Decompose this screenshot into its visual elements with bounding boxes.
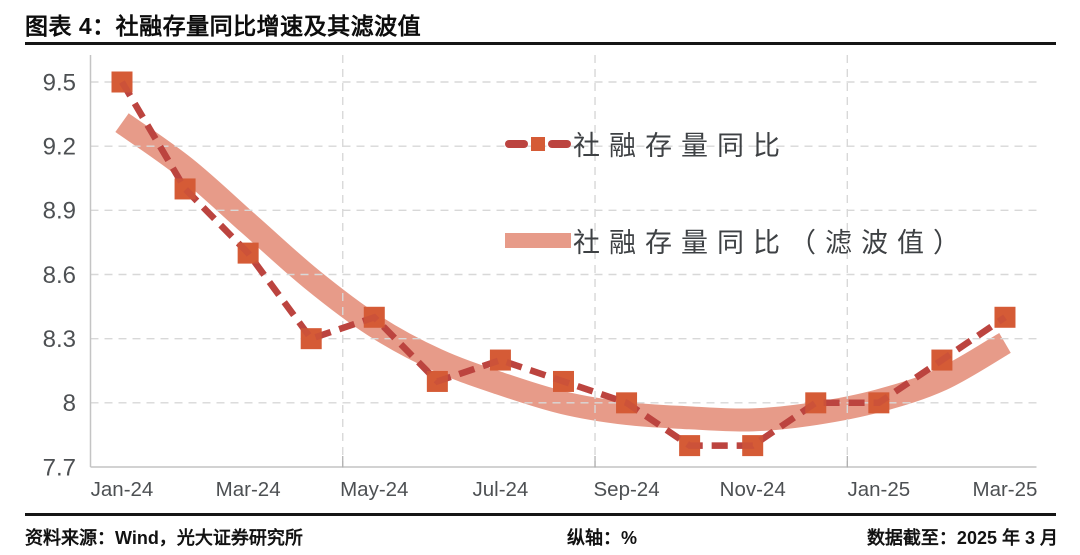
title-divider [25,42,1056,45]
data-point-marker [237,242,259,264]
legend-label-series: 社融存量同比 [573,131,789,161]
x-tick-label: Jul-24 [472,478,528,501]
data-point-marker [616,392,638,414]
data-point-marker [679,435,701,457]
data-point-marker [931,349,953,371]
y-tick-label: 8 [63,390,76,417]
legend-item-series: 社融存量同比 [505,124,789,163]
data-point-marker [300,328,322,350]
y-tick-label: 9.5 [43,69,76,96]
data-point-marker [174,178,196,200]
data-point-marker [111,71,133,93]
square-marker-icon [531,136,545,151]
figure-title: 图表 4：社融存量同比增速及其滤波值 [25,13,422,39]
data-point-marker [489,349,511,371]
y-tick-label: 9.2 [43,134,76,161]
data-point-marker [994,306,1016,328]
x-tick-label: May-24 [340,478,408,501]
dash-icon [505,139,528,148]
data-point-marker [805,392,827,414]
figure-footer: 资料来源：Wind，光大证券研究所 纵轴：% 数据截至：2025 年 3 月 [0,524,1080,550]
x-tick-label: Mar-25 [973,478,1038,501]
data-point-marker [868,392,890,414]
band-swatch [505,233,571,248]
data-point-marker [426,370,448,392]
y-tick-label: 8.6 [43,262,76,289]
x-tick-label: Sep-24 [594,478,660,501]
data-cutoff-note: 数据截至：2025 年 3 月 [866,528,1058,548]
legend-label-filtered: 社融存量同比（滤波值） [573,228,969,258]
dash-icon [548,139,571,148]
y-tick-label: 8.9 [43,198,76,225]
x-tick-label: Mar-24 [216,478,281,501]
main-series-dashed-line-overlay [119,80,1007,449]
data-point-marker [552,370,574,392]
dashed-line-marker-swatch [505,136,571,151]
x-tick-label: Nov-24 [720,478,786,501]
x-tick-label: Jan-25 [847,478,910,501]
footer-divider [25,513,1056,516]
y-tick-label: 7.7 [43,454,76,481]
data-point-marker [742,435,764,457]
data-source-note: 资料来源：Wind，光大证券研究所 [25,528,303,548]
x-tick-label: Jan-24 [91,478,154,501]
y-tick-label: 8.3 [43,326,76,353]
data-point-marker [363,306,385,328]
axis-unit-note: 纵轴：% [567,528,638,548]
legend-item-filtered: 社融存量同比（滤波值） [505,221,969,260]
